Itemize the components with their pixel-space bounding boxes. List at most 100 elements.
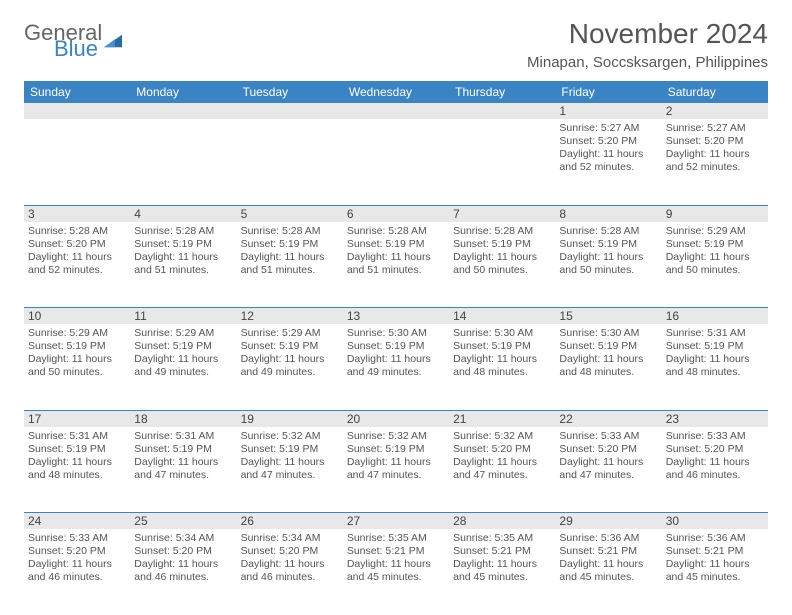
sunrise-text: Sunrise: 5:27 AM — [559, 122, 657, 135]
day-cell: Sunrise: 5:27 AMSunset: 5:20 PMDaylight:… — [662, 119, 768, 205]
day-number-cell: 8 — [555, 205, 661, 222]
sunset-text: Sunset: 5:19 PM — [453, 340, 551, 353]
daylight-text: Daylight: 11 hours and 50 minutes. — [559, 251, 657, 277]
daylight-text: Daylight: 11 hours and 50 minutes. — [666, 251, 764, 277]
sunset-text: Sunset: 5:20 PM — [28, 238, 126, 251]
sunset-text: Sunset: 5:20 PM — [559, 443, 657, 456]
daylight-text: Daylight: 11 hours and 52 minutes. — [666, 148, 764, 174]
sunset-text: Sunset: 5:21 PM — [347, 545, 445, 558]
sunrise-text: Sunrise: 5:29 AM — [28, 327, 126, 340]
day-cell: Sunrise: 5:28 AMSunset: 5:19 PMDaylight:… — [555, 222, 661, 308]
day-header: Thursday — [449, 81, 555, 103]
day-cell: Sunrise: 5:32 AMSunset: 5:20 PMDaylight:… — [449, 427, 555, 513]
day-cell: Sunrise: 5:29 AMSunset: 5:19 PMDaylight:… — [237, 324, 343, 410]
sunrise-text: Sunrise: 5:31 AM — [28, 430, 126, 443]
sunset-text: Sunset: 5:19 PM — [666, 340, 764, 353]
sunset-text: Sunset: 5:20 PM — [241, 545, 339, 558]
day-number-cell: 24 — [24, 513, 130, 530]
sunset-text: Sunset: 5:19 PM — [666, 238, 764, 251]
day-cell: Sunrise: 5:30 AMSunset: 5:19 PMDaylight:… — [555, 324, 661, 410]
sunrise-text: Sunrise: 5:32 AM — [453, 430, 551, 443]
sunrise-text: Sunrise: 5:31 AM — [134, 430, 232, 443]
day-cell: Sunrise: 5:33 AMSunset: 5:20 PMDaylight:… — [24, 529, 130, 615]
day-number-cell: 18 — [130, 410, 236, 427]
daylight-text: Daylight: 11 hours and 45 minutes. — [559, 558, 657, 584]
day-cell: Sunrise: 5:36 AMSunset: 5:21 PMDaylight:… — [662, 529, 768, 615]
day-number-cell: 25 — [130, 513, 236, 530]
month-title: November 2024 — [527, 18, 768, 50]
day-number-cell: 13 — [343, 308, 449, 325]
day-cell: Sunrise: 5:32 AMSunset: 5:19 PMDaylight:… — [237, 427, 343, 513]
day-number-cell: 10 — [24, 308, 130, 325]
day-header: Sunday — [24, 81, 130, 103]
day-number-cell: 27 — [343, 513, 449, 530]
day-number-cell: 11 — [130, 308, 236, 325]
sunset-text: Sunset: 5:19 PM — [134, 238, 232, 251]
sunset-text: Sunset: 5:19 PM — [347, 340, 445, 353]
day-number-cell: 12 — [237, 308, 343, 325]
day-cell: Sunrise: 5:35 AMSunset: 5:21 PMDaylight:… — [449, 529, 555, 615]
day-number-cell: 19 — [237, 410, 343, 427]
sunrise-text: Sunrise: 5:28 AM — [453, 225, 551, 238]
day-cell — [24, 119, 130, 205]
day-cell — [237, 119, 343, 205]
sunset-text: Sunset: 5:19 PM — [28, 340, 126, 353]
logo-text-blue: Blue — [54, 38, 102, 60]
daylight-text: Daylight: 11 hours and 52 minutes. — [28, 251, 126, 277]
sunset-text: Sunset: 5:19 PM — [347, 443, 445, 456]
day-cell: Sunrise: 5:27 AMSunset: 5:20 PMDaylight:… — [555, 119, 661, 205]
day-header: Wednesday — [343, 81, 449, 103]
sunrise-text: Sunrise: 5:28 AM — [28, 225, 126, 238]
sunrise-text: Sunrise: 5:36 AM — [559, 532, 657, 545]
day-cell: Sunrise: 5:35 AMSunset: 5:21 PMDaylight:… — [343, 529, 449, 615]
sunrise-text: Sunrise: 5:35 AM — [347, 532, 445, 545]
day-cell: Sunrise: 5:33 AMSunset: 5:20 PMDaylight:… — [555, 427, 661, 513]
daylight-text: Daylight: 11 hours and 48 minutes. — [28, 456, 126, 482]
day-number-cell: 30 — [662, 513, 768, 530]
logo: General Blue — [24, 18, 122, 60]
sunset-text: Sunset: 5:20 PM — [666, 135, 764, 148]
day-cell: Sunrise: 5:28 AMSunset: 5:19 PMDaylight:… — [343, 222, 449, 308]
day-number-cell: 23 — [662, 410, 768, 427]
day-number-cell: 15 — [555, 308, 661, 325]
sunset-text: Sunset: 5:21 PM — [453, 545, 551, 558]
sunrise-text: Sunrise: 5:36 AM — [666, 532, 764, 545]
day-cell: Sunrise: 5:30 AMSunset: 5:19 PMDaylight:… — [449, 324, 555, 410]
daylight-text: Daylight: 11 hours and 45 minutes. — [666, 558, 764, 584]
sunset-text: Sunset: 5:20 PM — [134, 545, 232, 558]
day-cell: Sunrise: 5:29 AMSunset: 5:19 PMDaylight:… — [662, 222, 768, 308]
logo-triangle-icon — [104, 34, 122, 48]
day-number-cell: 4 — [130, 205, 236, 222]
sunrise-text: Sunrise: 5:29 AM — [666, 225, 764, 238]
calendar-table: SundayMondayTuesdayWednesdayThursdayFrid… — [24, 81, 768, 615]
day-number-cell: 17 — [24, 410, 130, 427]
day-cell: Sunrise: 5:28 AMSunset: 5:20 PMDaylight:… — [24, 222, 130, 308]
sunrise-text: Sunrise: 5:29 AM — [134, 327, 232, 340]
daylight-text: Daylight: 11 hours and 46 minutes. — [241, 558, 339, 584]
daylight-text: Daylight: 11 hours and 47 minutes. — [347, 456, 445, 482]
sunset-text: Sunset: 5:19 PM — [241, 443, 339, 456]
day-number-cell: 5 — [237, 205, 343, 222]
daylight-text: Daylight: 11 hours and 45 minutes. — [347, 558, 445, 584]
sunrise-text: Sunrise: 5:32 AM — [241, 430, 339, 443]
day-number-cell — [24, 103, 130, 119]
day-number-cell: 22 — [555, 410, 661, 427]
day-number-cell: 16 — [662, 308, 768, 325]
sunrise-text: Sunrise: 5:28 AM — [134, 225, 232, 238]
day-header: Friday — [555, 81, 661, 103]
header: General Blue November 2024 Minapan, Socc… — [24, 18, 768, 71]
day-number-cell: 1 — [555, 103, 661, 119]
sunrise-text: Sunrise: 5:28 AM — [347, 225, 445, 238]
sunset-text: Sunset: 5:19 PM — [347, 238, 445, 251]
day-cell — [449, 119, 555, 205]
daylight-text: Daylight: 11 hours and 48 minutes. — [453, 353, 551, 379]
daylight-text: Daylight: 11 hours and 51 minutes. — [134, 251, 232, 277]
daylight-text: Daylight: 11 hours and 51 minutes. — [347, 251, 445, 277]
sunrise-text: Sunrise: 5:33 AM — [28, 532, 126, 545]
sunset-text: Sunset: 5:19 PM — [134, 340, 232, 353]
sunset-text: Sunset: 5:19 PM — [28, 443, 126, 456]
day-cell: Sunrise: 5:34 AMSunset: 5:20 PMDaylight:… — [130, 529, 236, 615]
day-number-cell: 9 — [662, 205, 768, 222]
sunset-text: Sunset: 5:19 PM — [453, 238, 551, 251]
sunset-text: Sunset: 5:19 PM — [559, 238, 657, 251]
